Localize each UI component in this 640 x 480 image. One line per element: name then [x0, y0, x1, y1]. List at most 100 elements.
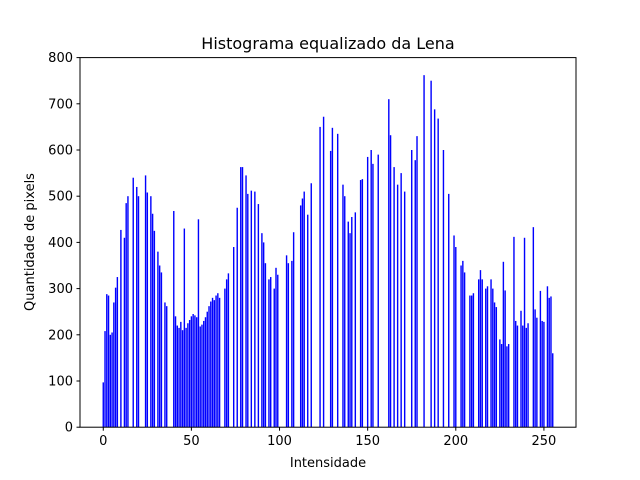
bar: [132, 177, 134, 428]
bar: [479, 270, 482, 428]
bar: [164, 302, 166, 428]
bar: [160, 272, 163, 428]
bar: [463, 272, 466, 428]
bar: [319, 126, 321, 428]
bar: [477, 279, 480, 428]
bar: [377, 154, 379, 428]
bar: [123, 237, 126, 428]
bar: [389, 135, 392, 428]
bar: [502, 261, 505, 428]
bar: [361, 179, 364, 428]
bar: [299, 205, 302, 428]
bar: [539, 290, 542, 428]
bar: [153, 230, 156, 428]
bar: [183, 228, 186, 428]
bar: [552, 353, 554, 428]
bar: [543, 321, 545, 428]
bar: [490, 279, 492, 428]
bar: [257, 204, 260, 428]
bar: [166, 306, 168, 428]
bar: [515, 320, 517, 428]
bar: [486, 286, 489, 428]
bar: [270, 277, 272, 428]
bar: [157, 251, 159, 428]
bar: [506, 346, 508, 428]
bar: [113, 302, 115, 428]
bar: [127, 196, 129, 428]
y-tick-label: 800: [48, 51, 73, 66]
x-tick-label: 200: [443, 434, 468, 449]
y-tick-label: 0: [65, 421, 73, 436]
bar: [261, 233, 263, 428]
bar: [460, 265, 462, 428]
bar: [144, 175, 147, 428]
y-tick-label: 400: [48, 236, 73, 251]
x-tick-label: 100: [267, 434, 292, 449]
bar: [241, 167, 244, 428]
bar: [190, 316, 193, 428]
bar: [264, 263, 267, 428]
bar: [354, 212, 357, 428]
x-axis-label: Intensidade: [290, 456, 366, 471]
bar: [396, 184, 399, 428]
bar: [322, 116, 325, 428]
bar: [433, 109, 436, 428]
bar: [495, 307, 498, 428]
bar: [106, 294, 108, 428]
bar: [303, 191, 305, 428]
y-axis-label: Quantidade de pixels: [23, 173, 38, 311]
bar: [349, 233, 351, 428]
bar: [329, 150, 332, 428]
bar: [185, 327, 187, 428]
bar: [116, 277, 119, 428]
bar: [507, 344, 510, 428]
bar: [203, 320, 205, 428]
bar: [137, 196, 140, 428]
bar: [493, 302, 496, 428]
bar: [534, 309, 536, 428]
bar: [187, 323, 189, 428]
bar: [532, 227, 535, 428]
bar: [414, 160, 416, 428]
bar: [403, 191, 406, 428]
bar: [150, 196, 152, 428]
bar: [448, 193, 450, 428]
bar: [393, 167, 395, 428]
bar: [546, 286, 549, 428]
bar: [146, 192, 149, 428]
bar: [125, 203, 127, 428]
bar: [472, 293, 475, 428]
bar: [291, 260, 293, 428]
bar: [504, 290, 506, 428]
y-tick-label: 200: [48, 328, 73, 343]
bar: [481, 279, 483, 428]
bar: [275, 267, 277, 428]
bar: [372, 163, 374, 428]
bar: [285, 255, 288, 428]
bar: [370, 150, 372, 428]
bar: [344, 196, 346, 428]
axes-frame: [79, 57, 577, 428]
bar: [336, 133, 339, 428]
bar: [197, 219, 200, 428]
bar: [174, 316, 177, 428]
bar: [224, 288, 226, 428]
bar: [262, 242, 265, 428]
bar: [469, 295, 471, 428]
bar: [136, 186, 138, 428]
y-tick-label: 300: [48, 282, 73, 297]
bar: [492, 288, 494, 428]
y-tick-label: 500: [48, 190, 73, 205]
bar: [213, 300, 216, 428]
bar: [273, 288, 275, 428]
bar: [268, 279, 270, 428]
bar: [525, 327, 527, 428]
y-tick-label: 100: [48, 375, 73, 390]
bar: [194, 315, 196, 428]
bar: [416, 136, 418, 428]
bar: [527, 323, 529, 428]
bar: [225, 279, 228, 428]
bar: [218, 297, 221, 428]
bar: [423, 75, 425, 428]
